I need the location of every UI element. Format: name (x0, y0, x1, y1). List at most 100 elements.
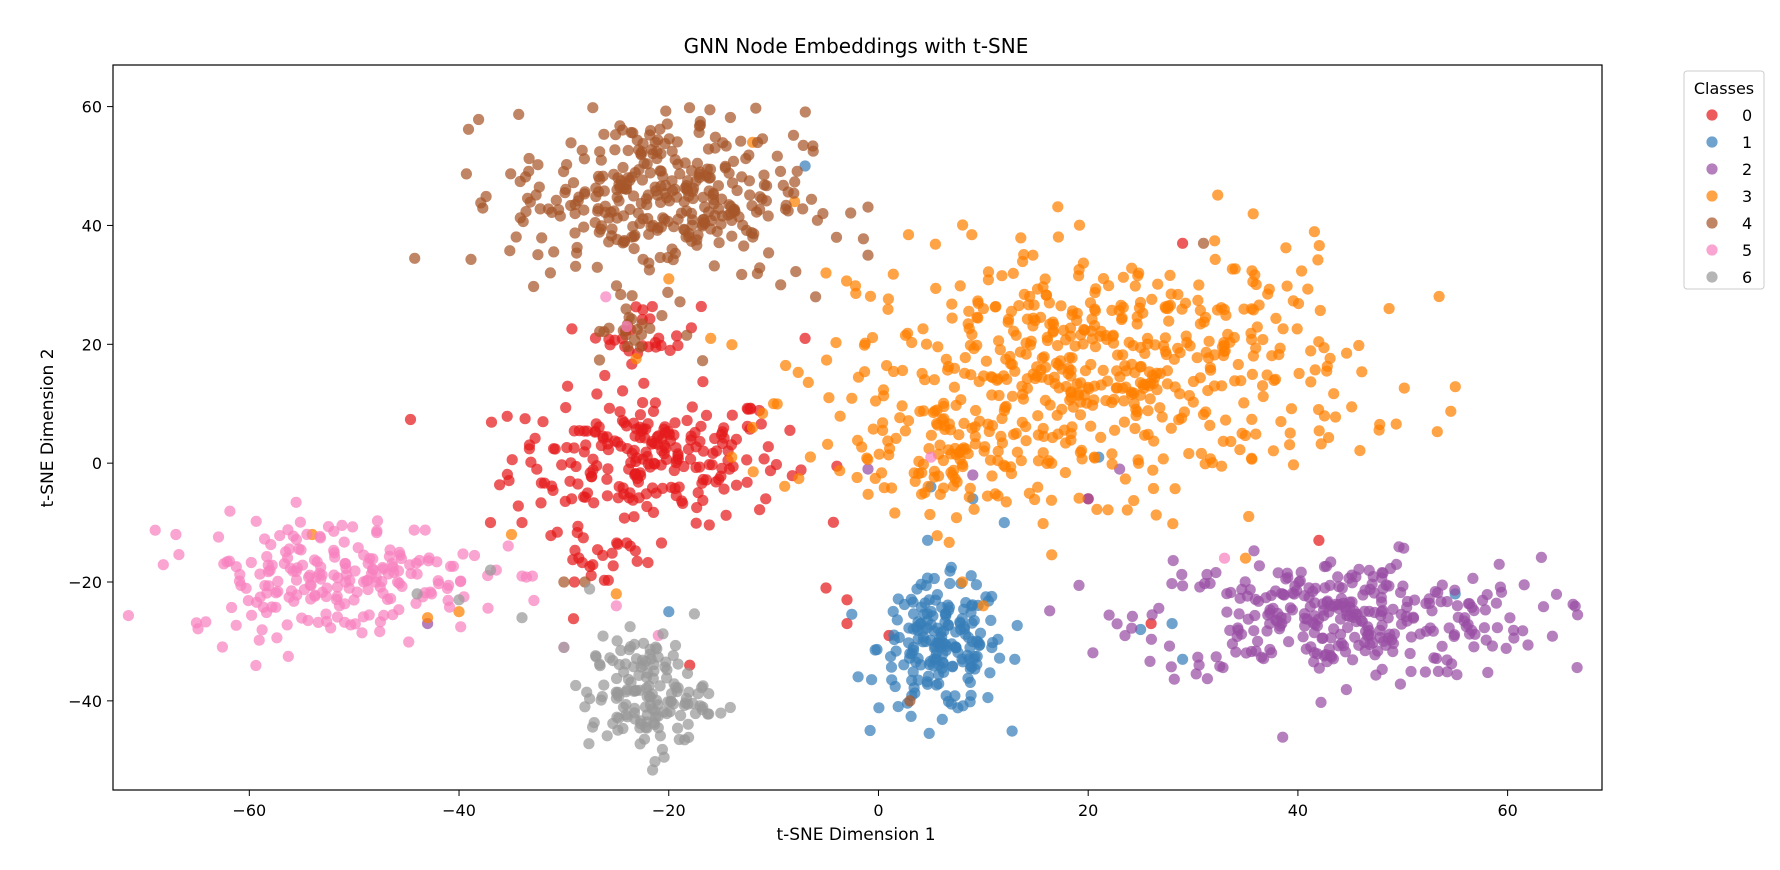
data-point-class-6 (643, 690, 656, 703)
data-point-class-3 (1431, 426, 1443, 438)
legend-marker-class-6 (1706, 271, 1718, 283)
data-point-class-3 (793, 473, 805, 485)
data-point-class-0 (726, 409, 738, 421)
data-point-class-3 (1228, 331, 1240, 344)
data-point-class-0 (560, 402, 572, 414)
data-point-class-4 (567, 177, 580, 189)
legend-marker-class-0 (1706, 109, 1718, 121)
data-point-class-3 (902, 229, 915, 241)
data-point-class-4 (682, 175, 694, 187)
data-point-class-3 (1247, 208, 1259, 220)
data-point-class-4 (763, 247, 775, 259)
data-point-class-4 (789, 176, 801, 188)
data-point-class-2 (1280, 573, 1292, 585)
data-point-class-4 (713, 237, 725, 249)
legend-marker-class-3 (1706, 190, 1718, 202)
legend-label-class-6: 6 (1742, 268, 1752, 287)
data-point-class-4 (704, 172, 716, 184)
series-class-6 (411, 564, 736, 776)
data-point-class-5 (387, 561, 399, 573)
data-point-class-5 (384, 544, 396, 556)
data-point-class-1 (966, 617, 978, 629)
data-point-class-5 (376, 561, 389, 574)
data-point-class-2 (1494, 581, 1506, 593)
data-point-class-5 (367, 553, 379, 565)
data-point-class-0 (627, 494, 639, 506)
data-point-class-3 (1232, 358, 1244, 371)
data-point-class-0 (1145, 618, 1157, 630)
data-point-class-3 (913, 467, 925, 480)
legend-items: 0 1 2 3 4 5 6 (1706, 106, 1752, 287)
data-point-class-3 (1165, 422, 1177, 434)
data-point-class-4 (704, 104, 716, 116)
data-point-class-3 (1121, 504, 1133, 516)
data-point-class-2 (1240, 647, 1252, 659)
data-point-class-2 (1249, 609, 1261, 622)
data-point-class-3 (804, 451, 817, 463)
data-point-class-3 (864, 290, 877, 302)
data-point-class-4 (504, 245, 516, 257)
data-point-class-3 (943, 536, 955, 549)
data-point-class-1 (846, 608, 858, 620)
data-point-class-3 (1203, 335, 1215, 347)
data-point-class-0 (725, 439, 738, 451)
data-point-class-3 (1065, 386, 1077, 398)
data-point-class-0 (632, 476, 645, 488)
data-point-class-2 (1272, 567, 1284, 579)
data-point-class-4 (635, 148, 647, 160)
x-tick-label: 0 (873, 801, 883, 820)
data-point-class-3 (1315, 438, 1327, 450)
data-point-class-4 (548, 246, 560, 258)
data-point-class-2 (1337, 640, 1350, 652)
data-point-class-2 (1363, 564, 1375, 577)
data-point-class-2 (1427, 625, 1439, 637)
data-point-class-4 (750, 102, 762, 114)
data-point-class-4 (663, 195, 676, 207)
data-point-class-4 (622, 144, 634, 157)
data-point-class-1 (885, 651, 897, 663)
data-point-class-5 (925, 451, 937, 463)
data-point-class-5 (443, 579, 455, 591)
data-point-class-5 (445, 560, 457, 573)
data-point-class-3 (998, 370, 1010, 382)
data-point-class-2 (1253, 560, 1265, 572)
data-point-class-4 (660, 105, 672, 117)
data-point-class-3 (422, 612, 434, 624)
data-point-class-0 (700, 409, 713, 421)
data-point-class-0 (827, 516, 840, 528)
data-point-class-4 (693, 168, 705, 180)
data-point-class-3 (851, 471, 863, 484)
data-point-class-5 (340, 569, 352, 581)
data-point-class-0 (579, 491, 591, 503)
data-point-class-1 (946, 638, 958, 650)
data-point-class-0 (589, 426, 601, 438)
data-point-class-0 (655, 537, 668, 549)
data-point-class-2 (1347, 654, 1359, 666)
data-point-class-2 (1324, 650, 1337, 662)
data-point-class-3 (940, 353, 952, 365)
data-point-class-3 (1346, 401, 1358, 413)
data-point-class-3 (994, 344, 1006, 356)
data-point-class-3 (747, 421, 759, 434)
data-point-class-3 (999, 461, 1011, 473)
data-point-class-6 (669, 639, 682, 652)
data-point-class-4 (709, 142, 721, 154)
data-point-class-0 (660, 453, 673, 465)
data-point-class-0 (629, 545, 642, 557)
data-point-class-4 (791, 165, 803, 177)
data-point-class-3 (1245, 327, 1257, 339)
data-point-class-2 (1248, 625, 1260, 637)
data-point-class-3 (1032, 455, 1045, 467)
data-point-class-2 (1297, 631, 1309, 643)
data-point-class-3 (981, 490, 994, 502)
data-point-class-3 (1079, 324, 1091, 336)
data-point-class-2 (1295, 566, 1307, 578)
data-point-class-3 (923, 443, 935, 455)
data-point-class-5 (122, 610, 134, 622)
data-point-class-1 (907, 666, 919, 678)
data-point-class-0 (519, 413, 531, 425)
data-point-class-2 (1267, 602, 1279, 614)
data-point-class-3 (888, 365, 900, 378)
data-point-class-4 (655, 221, 668, 233)
data-point-class-3 (1020, 337, 1032, 349)
